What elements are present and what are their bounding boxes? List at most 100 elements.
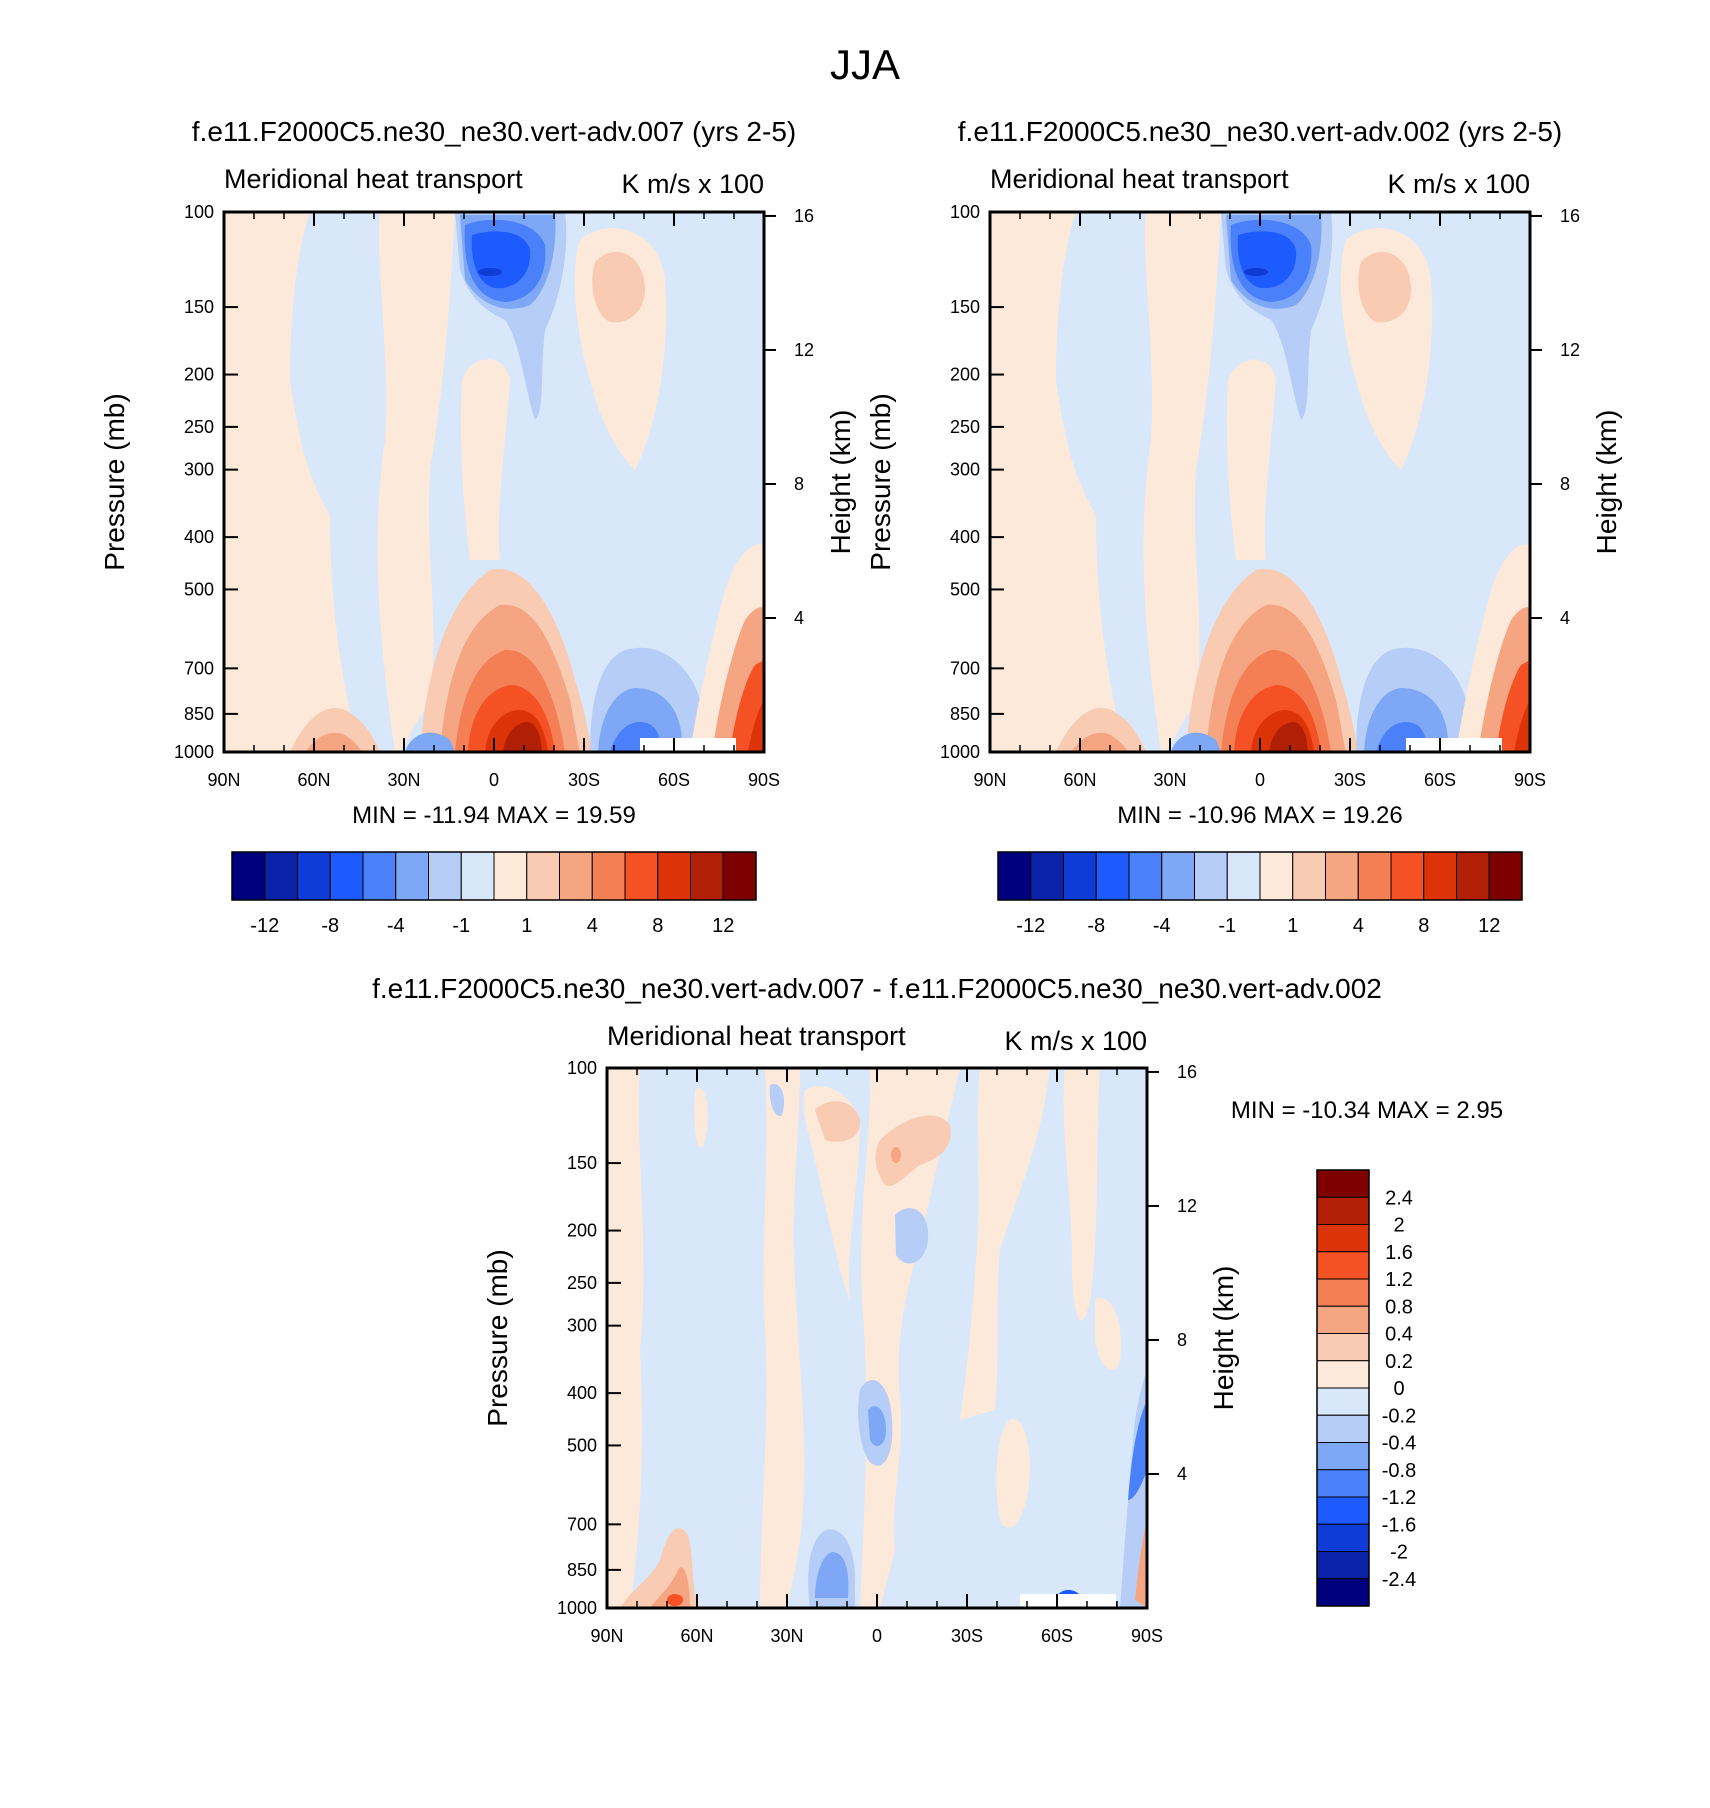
panel-3-stripe-2 bbox=[694, 1088, 708, 1148]
panel-1-height-tick-label: 12 bbox=[794, 340, 814, 360]
panel-2-height-tick-label: 8 bbox=[1560, 474, 1570, 494]
panel-1-height-tick-label: 4 bbox=[794, 608, 804, 628]
panel-1-surface-north-pos-2 bbox=[305, 732, 362, 752]
panel-2-xtick-label: 90N bbox=[973, 770, 1006, 790]
figure-title: JJA bbox=[830, 41, 900, 88]
panel-3-height-tick-label: 8 bbox=[1177, 1330, 1187, 1350]
panel-3-xtick-label: 30N bbox=[770, 1626, 803, 1646]
panel-1-south-positive-core bbox=[592, 251, 645, 323]
panel-1-xtick-label: 90S bbox=[748, 770, 780, 790]
panel-3-contour-field bbox=[607, 1068, 1147, 1608]
panel-3-colorbar-box bbox=[1316, 1442, 1370, 1471]
panel-2-colorbar-box bbox=[1095, 851, 1130, 901]
panel-1-colorbar-box bbox=[526, 851, 560, 901]
panel-3-ytick-label: 1000 bbox=[557, 1598, 597, 1618]
panel-3-colorbar-label: -1.6 bbox=[1382, 1514, 1416, 1536]
panel-1-ytick-label: 300 bbox=[184, 460, 214, 480]
panel-2-colorbar-box bbox=[1292, 851, 1326, 901]
panel-3-ylabel: Pressure (mb) bbox=[482, 1249, 513, 1426]
panel-1-colorbar-label: -12 bbox=[250, 915, 279, 937]
panel-1-north-positive-band bbox=[224, 212, 360, 752]
panel-2-ytick-label: 400 bbox=[950, 527, 980, 547]
panel-3-missing-data bbox=[1020, 1594, 1116, 1608]
panel-2-colorbar-label: -8 bbox=[1087, 915, 1105, 937]
panel-2-ylabel: Pressure (mb) bbox=[865, 393, 896, 570]
panel-3-height-tick-label: 12 bbox=[1177, 1196, 1197, 1216]
panel-3-ytick-label: 400 bbox=[567, 1383, 597, 1403]
panel-3-colorbar-box bbox=[1316, 1414, 1370, 1443]
panel-1-pos-ring-6 bbox=[503, 722, 542, 752]
panel-3-height-tick-label: 4 bbox=[1177, 1464, 1187, 1484]
panel-2: f.e11.F2000C5.ne30_ne30.vert-adv.002 (yr… bbox=[865, 116, 1622, 937]
panel-1: f.e11.F2000C5.ne30_ne30.vert-adv.007 (yr… bbox=[99, 116, 856, 937]
panel-1-missing-data bbox=[640, 738, 736, 752]
panel-2-colorbar-box bbox=[1161, 851, 1195, 901]
panel-3-surface-pos-core bbox=[667, 1594, 683, 1606]
panel-2-colorbar-box bbox=[1194, 851, 1228, 901]
panel-1-subtropic-positive-band bbox=[377, 212, 455, 752]
panel-3-colorbar-box bbox=[1316, 1278, 1370, 1307]
panel-2-colorbar-box bbox=[1030, 851, 1064, 901]
panel-3-colorbar-label: -0.4 bbox=[1382, 1433, 1416, 1455]
panel-2-height-tick-label: 16 bbox=[1560, 206, 1580, 226]
panel-3-colorbar-box bbox=[1316, 1578, 1370, 1607]
panel-3-colorbar-label: 0 bbox=[1393, 1378, 1404, 1400]
panel-1-colorbar-label: -1 bbox=[452, 915, 470, 937]
panel-1-neg-center bbox=[478, 268, 502, 276]
panel-3-xtick-label: 60N bbox=[680, 1626, 713, 1646]
panel-1-equator-neg bbox=[405, 732, 455, 752]
panel-1-ytick-label: 1000 bbox=[174, 742, 214, 762]
panel-3-colorbar-label: 2 bbox=[1393, 1215, 1404, 1237]
panel-3-ytick-label: 850 bbox=[567, 1560, 597, 1580]
panel-2-xtick-label: 90S bbox=[1514, 770, 1546, 790]
panel-2-colorbar: -12 -8 -4 -1 1 4 8 12 bbox=[997, 851, 1523, 937]
panel-2-colorbar-label: -12 bbox=[1016, 915, 1045, 937]
panel-2-colorbar-box bbox=[1357, 851, 1392, 901]
panel-3-xtick-label: 0 bbox=[872, 1626, 882, 1646]
panel-3-colorbar-box bbox=[1316, 1387, 1370, 1416]
panel-3-left-label: Meridional heat transport bbox=[607, 1021, 906, 1051]
panel-2-height-tick-label: 12 bbox=[1560, 340, 1580, 360]
panel-3-colorbar-label: -0.2 bbox=[1382, 1405, 1416, 1427]
panel-1-colorbar-frame bbox=[231, 851, 757, 901]
panel-2-ytick-label: 200 bbox=[950, 365, 980, 385]
panel-2-title: f.e11.F2000C5.ne30_ne30.vert-adv.002 (yr… bbox=[958, 116, 1562, 147]
panel-2-ytick-label: 1000 bbox=[940, 742, 980, 762]
panel-3-mid-neg-2 bbox=[868, 1406, 886, 1447]
panel-3-colorbar-box bbox=[1316, 1305, 1370, 1334]
panel-1-colorbar-label: 12 bbox=[712, 915, 734, 937]
panel-2-left-label: Meridional heat transport bbox=[990, 164, 1289, 194]
panel-1-ylabel-right: Height (km) bbox=[825, 410, 856, 555]
panel-2-equator-neg bbox=[1171, 732, 1221, 752]
panel-2-axes: 90N 60N 30N 0 30S 60S 90S 100 150 200 250 300 400 500… bbox=[865, 202, 1622, 790]
panel-1-colorbar-box bbox=[395, 851, 429, 901]
panel-1-stats: MIN = -11.94 MAX = 19.59 bbox=[352, 802, 636, 829]
panel-1-colorbar-box bbox=[690, 851, 724, 901]
panel-1-xtick-label: 90N bbox=[207, 770, 240, 790]
panel-1-colorbar-label: 8 bbox=[652, 915, 663, 937]
panel-3-stripe-9 bbox=[1095, 1298, 1121, 1371]
panel-1-colorbar-label: -8 bbox=[321, 915, 339, 937]
panel-3-colorbar-label: -2 bbox=[1390, 1542, 1408, 1564]
panel-1-tropic-positive-tongue bbox=[460, 359, 510, 560]
panel-2-ytick-label: 250 bbox=[950, 417, 980, 437]
panel-1-colorbar-box bbox=[264, 851, 298, 901]
panel-1-xtick-label: 0 bbox=[489, 770, 499, 790]
panel-3-height-tick-label: 16 bbox=[1177, 1062, 1197, 1082]
panel-2-colorbar-box bbox=[1456, 851, 1490, 901]
panel-2-stats: MIN = -10.96 MAX = 19.26 bbox=[1117, 802, 1402, 829]
panel-1-colorbar-box bbox=[624, 851, 659, 901]
panel-1-colorbar-box bbox=[362, 851, 397, 901]
panel-2-ytick-label: 100 bbox=[950, 202, 980, 222]
panel-3-xtick-label: 30S bbox=[951, 1626, 983, 1646]
panel-2-south-positive-core bbox=[1358, 251, 1411, 323]
panel-2-ytick-label: 850 bbox=[950, 704, 980, 724]
panel-3-upper-neg bbox=[895, 1208, 929, 1264]
panel-1-height-tick-label: 8 bbox=[794, 474, 804, 494]
panel-2-polar-pos-4 bbox=[1514, 700, 1530, 752]
panel-2-pos-ring-6 bbox=[1269, 722, 1308, 752]
panel-2-ytick-label: 500 bbox=[950, 579, 980, 599]
panel-1-left-label: Meridional heat transport bbox=[224, 164, 523, 194]
panel-1-contour-field bbox=[224, 212, 764, 752]
panel-2-neg-center bbox=[1244, 268, 1268, 276]
